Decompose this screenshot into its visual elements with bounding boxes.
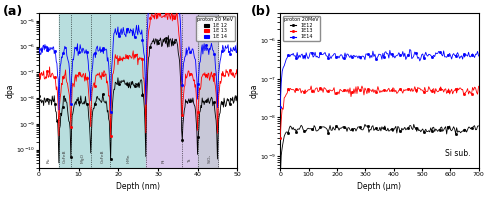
1E13 [289,88,295,91]
1E12 [411,123,416,125]
Line: 1E 14: 1E 14 [38,0,238,112]
1E14 [460,58,465,60]
1E 13 [204,77,210,79]
X-axis label: Depth (μm): Depth (μm) [357,182,401,191]
Text: Ru: Ru [47,158,51,163]
1E 14 [36,48,42,50]
Text: MgO: MgO [81,153,85,163]
1E14 [285,54,291,56]
1E14 [330,54,336,57]
Text: CoFeB: CoFeB [63,150,67,163]
1E12 [466,126,472,128]
Line: 1E12: 1E12 [279,124,479,181]
Y-axis label: dpa: dpa [249,83,259,98]
1E14 [476,55,482,57]
Y-axis label: dpa: dpa [5,83,15,98]
1E 13 [169,10,174,13]
Legend: 1E12, 1E13, 1E14: 1E12, 1E13, 1E14 [283,16,320,41]
1E 13 [108,135,114,137]
Bar [197,13,218,168]
1E12 [476,125,482,127]
1E12 [460,130,465,132]
Text: Si sub.: Si sub. [445,150,470,158]
1E13 [308,85,314,87]
Text: (a): (a) [3,5,24,18]
Text: IrMn: IrMn [126,154,130,163]
1E13 [331,86,337,89]
1E 13 [154,13,160,16]
Bar [146,13,197,168]
1E 12 [217,112,223,114]
1E 13 [217,80,223,83]
1E13 [476,85,482,87]
Text: Ta: Ta [188,159,192,163]
Line: 1E13: 1E13 [279,85,479,138]
1E12 [277,179,283,181]
1E13 [460,88,465,91]
1E 13 [155,17,161,20]
1E12 [314,130,320,132]
1E14 [289,54,295,56]
1E 12 [166,34,171,37]
Legend: 1E 12, 1E 13, 1E 14: 1E 12, 1E 13, 1E 14 [196,16,235,41]
1E 13 [158,16,164,18]
1E13 [285,87,291,90]
1E 12 [56,162,62,164]
Text: Pt: Pt [162,159,166,163]
1E 14 [217,60,223,62]
1E12 [285,132,291,134]
1E 13 [36,73,42,75]
Text: SiO₂: SiO₂ [208,154,212,163]
Bar [59,13,146,168]
1E 12 [158,40,164,42]
1E 12 [154,44,160,46]
1E 14 [37,51,43,54]
1E14 [407,48,413,51]
1E 12 [36,95,42,97]
1E12 [289,128,295,131]
1E 13 [37,74,43,77]
Line: 1E14: 1E14 [279,49,479,107]
1E 12 [37,101,43,103]
X-axis label: Depth (nm): Depth (nm) [116,182,160,191]
1E 12 [204,99,210,102]
1E 13 [234,74,240,77]
1E 14 [108,111,114,113]
1E13 [277,137,283,139]
Line: 1E 13: 1E 13 [38,11,238,137]
1E 12 [234,101,240,104]
1E14 [277,105,283,108]
1E14 [466,56,472,58]
1E 12 [155,38,161,41]
Text: CoFeB: CoFeB [100,150,104,163]
Line: 1E 12: 1E 12 [38,35,238,164]
1E13 [466,90,472,92]
1E 14 [204,47,210,49]
1E12 [330,126,336,128]
1E13 [315,91,321,93]
1E 14 [234,41,240,43]
1E14 [314,55,320,57]
Text: (b): (b) [250,5,271,18]
